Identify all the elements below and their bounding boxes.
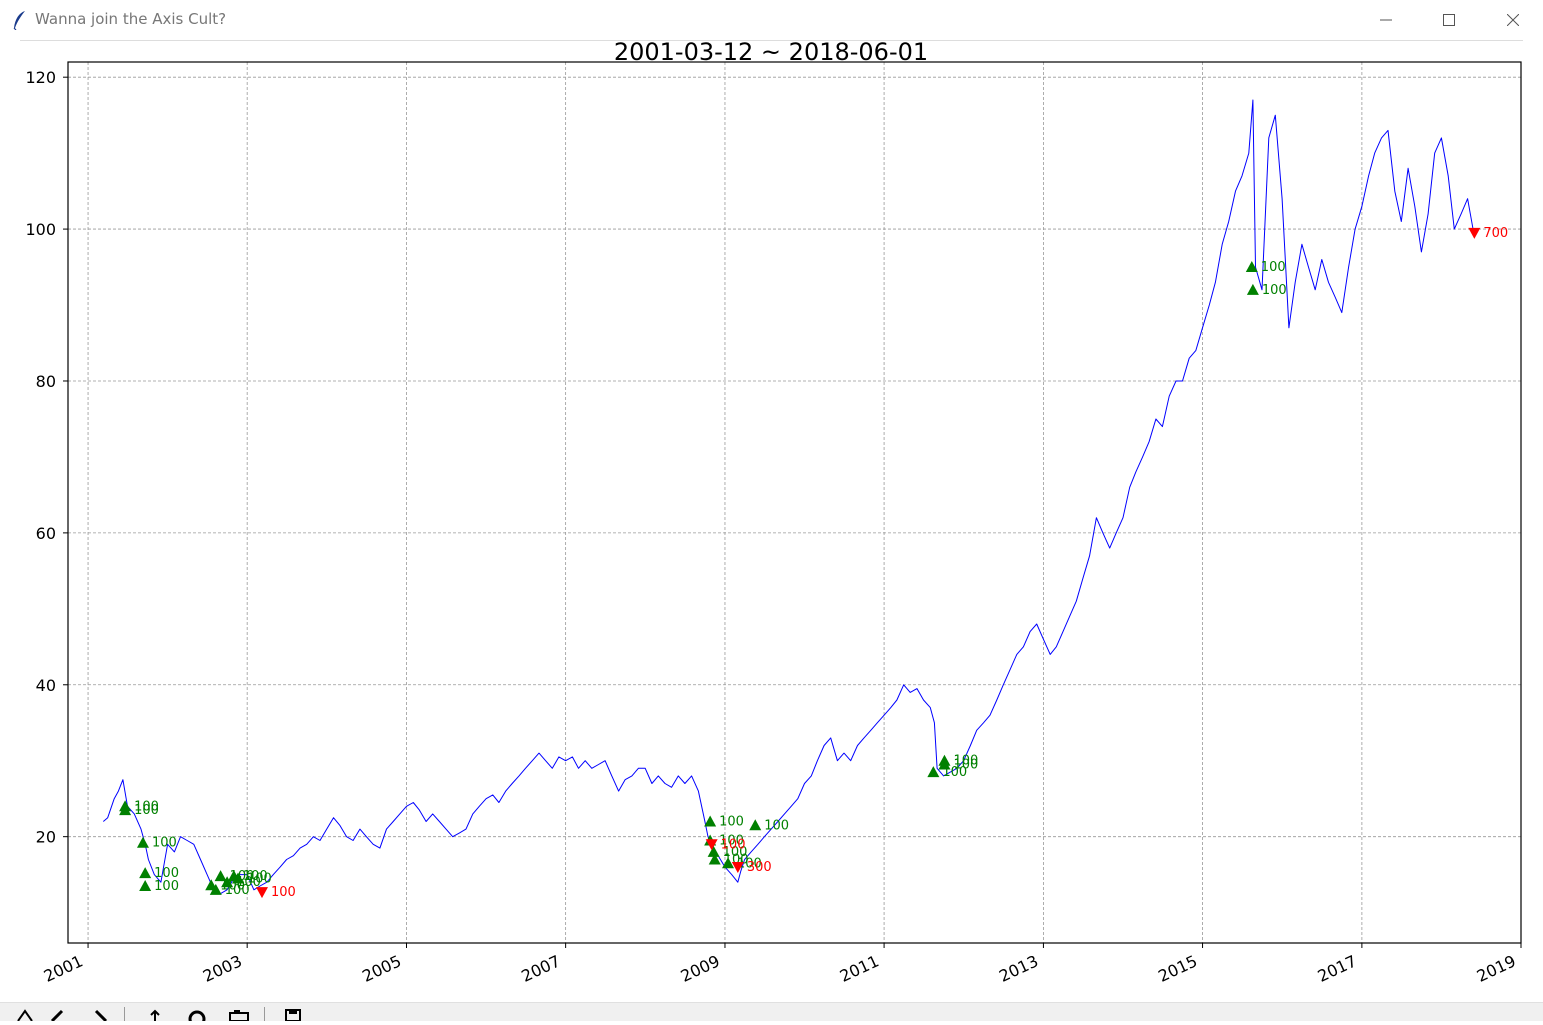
buy-marker <box>209 883 222 895</box>
forward-button[interactable] <box>86 1005 116 1023</box>
y-tick-label: 60 <box>36 524 56 543</box>
sell-marker <box>731 862 744 874</box>
y-tick-label: 100 <box>25 220 56 239</box>
pan-button[interactable] <box>140 1005 170 1021</box>
toolbar-separator <box>124 1007 125 1021</box>
buy-marker <box>221 876 234 888</box>
zoom-button[interactable] <box>182 1005 212 1025</box>
buy-label: 100 <box>953 758 978 773</box>
minimize-button[interactable] <box>1364 6 1408 34</box>
buy-label: 100 <box>764 818 789 833</box>
buy-marker <box>232 872 245 884</box>
x-tick-label: 2005 <box>359 951 404 985</box>
window-title: Wanna join the Axis Cult? <box>35 10 227 28</box>
y-tick-label: 40 <box>36 676 56 695</box>
save-icon <box>285 1009 301 1022</box>
buy-label: 100 <box>1262 283 1287 298</box>
buy-marker <box>214 870 227 882</box>
pan-icon <box>150 1009 160 1021</box>
buy-marker <box>139 867 152 879</box>
buy-label: 100 <box>154 866 179 881</box>
forward-icon <box>94 1009 108 1023</box>
buy-marker <box>139 880 152 892</box>
x-tick-label: 2017 <box>1315 951 1360 985</box>
axis-layer: 20 40 60 80 100 120 2001 2003 2005 2007 2009 2011 20… <box>25 68 1522 986</box>
buy-label: 100 <box>953 754 978 769</box>
buy-marker <box>136 836 149 848</box>
sell-label: 300 <box>747 860 772 875</box>
buy-marker <box>749 819 762 831</box>
buy-marker <box>707 845 720 857</box>
close-button[interactable] <box>1491 6 1535 34</box>
configure-button[interactable] <box>224 1005 254 1022</box>
buy-label: 100 <box>1261 260 1286 275</box>
buy-label: 100 <box>154 879 179 894</box>
buy-label: 100 <box>152 836 177 851</box>
x-tick-label: 2007 <box>518 951 563 985</box>
back-icon <box>50 1009 64 1023</box>
navigation-toolbar <box>0 1002 1543 1025</box>
maximize-button[interactable] <box>1427 6 1471 34</box>
sell-label: 100 <box>271 885 296 900</box>
y-tick-label: 120 <box>25 68 56 87</box>
maximize-icon <box>1443 14 1455 26</box>
y-tick-label: 20 <box>36 828 56 847</box>
buy-marker <box>119 800 132 812</box>
buy-marker <box>927 766 940 778</box>
buy-label: 100 <box>719 814 744 829</box>
toolbar-separator <box>264 1007 265 1021</box>
x-tick-label: 2015 <box>1155 951 1200 985</box>
buy-label: 100 <box>719 833 744 848</box>
buy-marker <box>708 853 721 865</box>
home-button[interactable] <box>10 1005 40 1022</box>
sell-marker <box>705 839 718 851</box>
buy-label: 100 <box>723 845 748 860</box>
x-tick-label: 2019 <box>1474 951 1519 985</box>
grid-layer <box>68 62 1522 943</box>
x-tick-label: 2011 <box>837 951 882 985</box>
sell-marker <box>255 887 268 899</box>
buy-marker <box>1245 261 1258 273</box>
buy-label: 100 <box>236 875 261 890</box>
home-icon <box>17 1009 33 1022</box>
buy-marker <box>704 815 717 827</box>
sell-label: 700 <box>1483 226 1508 241</box>
price-series-line <box>102 99 1475 895</box>
buy-marker <box>1246 283 1259 295</box>
x-tick-label: 2009 <box>678 951 723 985</box>
configure-icon <box>229 1010 249 1022</box>
price-chart: 2001-03-12 ~ 2018-06-01 2040608010012020… <box>25 40 1522 986</box>
close-icon <box>1507 14 1519 26</box>
buy-label: 100 <box>247 871 272 886</box>
back-button[interactable] <box>42 1005 72 1023</box>
feather-icon <box>13 11 25 30</box>
zoom-icon <box>188 1010 206 1025</box>
buy-marker <box>938 754 951 766</box>
sell-marker <box>1468 227 1481 239</box>
plot-frame <box>67 61 1522 944</box>
buy-label: 100 <box>134 799 159 814</box>
minimize-icon <box>1380 19 1392 21</box>
buy-marker <box>722 857 735 869</box>
buy-label: 100 <box>243 869 268 884</box>
line-layer <box>102 99 1475 895</box>
x-tick-label: 2001 <box>41 951 86 985</box>
window-titlebar: Wanna join the Axis Cult? <box>0 0 1543 41</box>
x-tick-label: 2013 <box>996 951 1041 985</box>
save-button[interactable] <box>278 1005 308 1022</box>
y-tick-label: 80 <box>36 372 56 391</box>
x-tick-label: 2003 <box>200 951 245 985</box>
buy-label: 100 <box>737 856 762 871</box>
titlebar-divider <box>20 40 1523 41</box>
sell-label: 100 <box>721 837 746 852</box>
buy-label: 100 <box>134 803 159 818</box>
